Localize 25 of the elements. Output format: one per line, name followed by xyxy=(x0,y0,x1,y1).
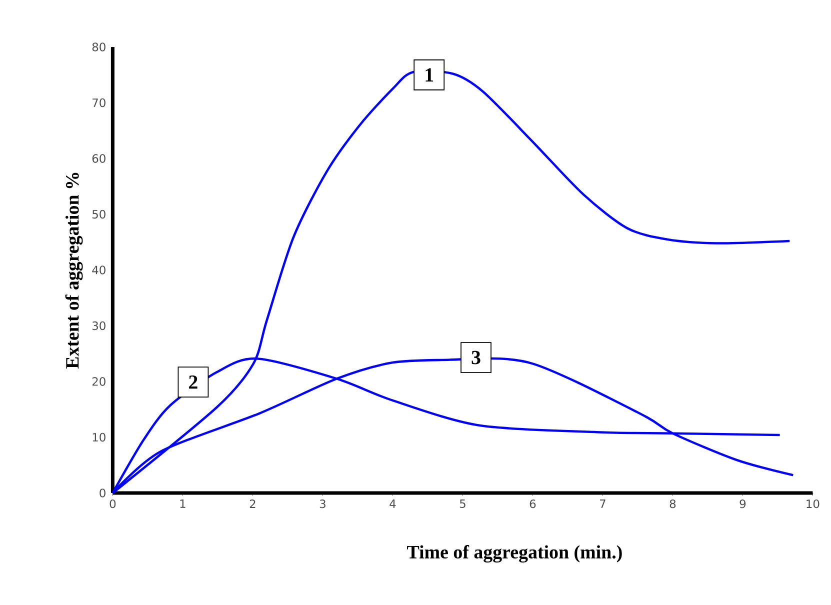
x-tick-label: 8 xyxy=(670,500,676,508)
annotation: 2 xyxy=(189,375,198,389)
y-tick-label: 10 xyxy=(92,432,106,442)
x-tick-label: 10 xyxy=(806,500,820,508)
x-tick-label: 6 xyxy=(530,500,536,508)
x-tick-label: 3 xyxy=(320,500,326,508)
x-tick-label: 1 xyxy=(180,500,186,508)
y-tick-label: 60 xyxy=(92,154,106,163)
y-axis-title: Extent of aggregation % xyxy=(65,172,83,369)
annotation: 3 xyxy=(472,350,480,364)
x-tick-label: 9 xyxy=(740,500,746,508)
x-tick-label: 0 xyxy=(110,500,116,508)
x-tick-label: 5 xyxy=(460,500,466,508)
x-axis-title: Time of aggregation (min.) xyxy=(407,545,622,563)
x-tick-label: 2 xyxy=(250,500,256,508)
y-tick-label: 40 xyxy=(92,266,106,274)
y-tick-label: 20 xyxy=(92,377,106,386)
annotation: 1 xyxy=(426,68,434,82)
y-tick-label: 50 xyxy=(92,210,106,219)
x-tick-label: 7 xyxy=(600,500,606,508)
y-tick-label: 30 xyxy=(92,321,106,330)
x-tick-label: 4 xyxy=(390,500,396,508)
y-tick-label: 70 xyxy=(92,98,106,108)
y-tick-label: 80 xyxy=(92,42,106,52)
y-tick-label: 0 xyxy=(100,488,106,498)
